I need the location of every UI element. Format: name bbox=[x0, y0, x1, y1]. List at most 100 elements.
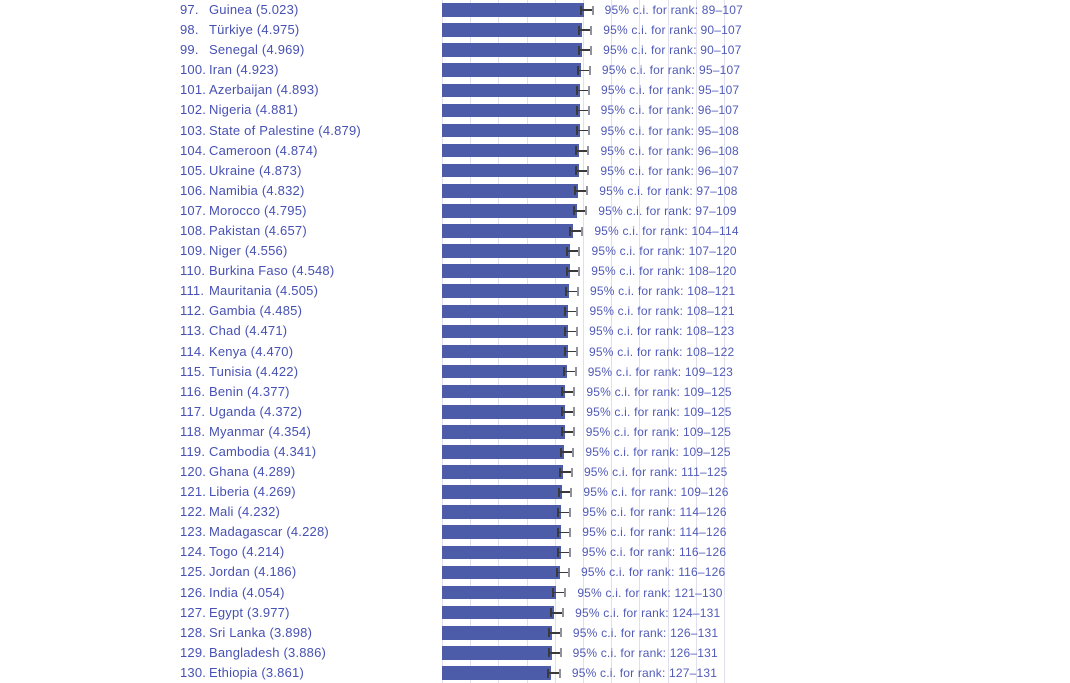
country-label: 111. Mauritania (4.505) bbox=[180, 281, 318, 301]
country-name-and-score: Niger (4.556) bbox=[209, 243, 288, 259]
country-name-and-score: Kenya (4.470) bbox=[209, 343, 294, 359]
chart-row: 129. Bangladesh (3.886) 95% c.i. for rank… bbox=[0, 643, 1070, 663]
ci-whisker bbox=[564, 306, 579, 316]
chart-row: 120. Ghana (4.289) 95% c.i. for rank: 111… bbox=[0, 462, 1070, 482]
chart-row: 127. Egypt (3.977) 95% c.i. for rank: 124… bbox=[0, 603, 1070, 623]
ci-whisker bbox=[558, 487, 573, 497]
ci-whisker bbox=[575, 126, 590, 136]
ci-rank-label: 95% c.i. for rank: 126–131 bbox=[572, 625, 719, 640]
chart-row: 114. Kenya (4.470) 95% c.i. for rank: 108… bbox=[0, 342, 1070, 362]
chart-row: 119. Cambodia (4.341) 95% c.i. for rank: … bbox=[0, 442, 1070, 462]
ci-whisker bbox=[576, 65, 591, 75]
score-bar bbox=[442, 585, 557, 600]
ci-whisker bbox=[557, 507, 572, 517]
ci-whisker bbox=[573, 206, 588, 216]
rank-label: 128. bbox=[180, 624, 207, 640]
ci-whisker bbox=[566, 246, 581, 256]
ci-whisker bbox=[565, 286, 580, 296]
ci-rank-label: 95% c.i. for rank: 109–125 bbox=[586, 384, 732, 399]
country-label: 120. Ghana (4.289) bbox=[180, 462, 295, 482]
chart-row: 126. India (4.054) 95% c.i. for rank: 121… bbox=[0, 583, 1070, 603]
rank-label: 113. bbox=[180, 323, 206, 339]
gridline bbox=[724, 0, 725, 683]
ci-rank-label: 95% c.i. for rank: 104–114 bbox=[594, 223, 739, 238]
country-label: 113. Chad (4.471) bbox=[180, 321, 287, 341]
country-name-and-score: Cameroon (4.874) bbox=[209, 142, 318, 158]
ci-rank-label: 95% c.i. for rank: 108–120 bbox=[591, 264, 737, 279]
rank-label: 116. bbox=[180, 383, 206, 399]
ci-rank-label: 95% c.i. for rank: 95–107 bbox=[601, 63, 741, 78]
ci-rank-label: 95% c.i. for rank: 114–126 bbox=[582, 525, 727, 540]
chart-row: 100. Iran (4.923) 95% c.i. for rank: 95–1… bbox=[0, 60, 1070, 80]
country-name-and-score: Cambodia (4.341) bbox=[209, 443, 317, 459]
ci-rank-label: 95% c.i. for rank: 95–108 bbox=[600, 123, 739, 138]
ci-whisker bbox=[546, 668, 561, 678]
score-bar bbox=[442, 63, 581, 78]
country-name-and-score: Gambia (4.485) bbox=[209, 303, 303, 319]
ci-rank-label: 95% c.i. for rank: 108–122 bbox=[589, 344, 735, 359]
gridline bbox=[442, 0, 443, 683]
chart-row: 115. Tunisia (4.422) 95% c.i. for rank: 1… bbox=[0, 362, 1070, 382]
country-label: 105. Ukraine (4.873) bbox=[180, 161, 302, 181]
ci-rank-label: 95% c.i. for rank: 97–109 bbox=[598, 203, 737, 218]
country-name-and-score: Jordan (4.186) bbox=[209, 564, 297, 580]
chart-row: 111. Mauritania (4.505) 95% c.i. for rank… bbox=[0, 281, 1070, 301]
ci-rank-label: 95% c.i. for rank: 124–131 bbox=[575, 605, 721, 620]
score-bar bbox=[442, 505, 562, 519]
score-bar bbox=[442, 465, 563, 479]
ci-rank-label: 95% c.i. for rank: 126–131 bbox=[572, 645, 718, 660]
chart-row: 112. Gambia (4.485) 95% c.i. for rank: 10… bbox=[0, 301, 1070, 321]
country-label: 123. Madagascar (4.228) bbox=[180, 522, 329, 542]
ci-rank-label: 95% c.i. for rank: 109–125 bbox=[586, 404, 732, 419]
rank-label: 117. bbox=[180, 403, 206, 419]
country-label: 104. Cameroon (4.874) bbox=[180, 141, 318, 161]
country-label: 100. Iran (4.923) bbox=[180, 60, 279, 80]
country-name-and-score: Iran (4.923) bbox=[209, 62, 279, 78]
rank-label: 124. bbox=[180, 544, 207, 560]
country-label: 98. Türkiye (4.975) bbox=[180, 20, 299, 40]
country-name-and-score: Ghana (4.289) bbox=[209, 464, 296, 480]
ci-whisker bbox=[560, 427, 575, 437]
country-label: 121. Liberia (4.269) bbox=[180, 482, 296, 502]
score-bar bbox=[442, 163, 580, 178]
ci-rank-label: 95% c.i. for rank: 107–120 bbox=[591, 244, 737, 259]
country-name-and-score: Azerbaijan (4.893) bbox=[209, 82, 319, 98]
ci-whisker bbox=[561, 387, 576, 397]
score-bar bbox=[442, 485, 563, 499]
rank-label: 119. bbox=[180, 443, 206, 459]
country-name-and-score: Nigeria (4.881) bbox=[209, 102, 298, 118]
ci-rank-label: 95% c.i. for rank: 116–126 bbox=[581, 565, 726, 580]
chart-row: 110. Burkina Faso (4.548) 95% c.i. for ra… bbox=[0, 261, 1070, 281]
ci-whisker bbox=[575, 85, 590, 95]
country-name-and-score: Ukraine (4.873) bbox=[209, 162, 302, 178]
rank-label: 123. bbox=[180, 524, 207, 540]
country-label: 128. Sri Lanka (3.898) bbox=[180, 623, 312, 643]
ci-whisker bbox=[564, 327, 579, 336]
score-bar bbox=[442, 264, 571, 278]
ci-rank-label: 95% c.i. for rank: 89–107 bbox=[604, 3, 744, 17]
country-label: 125. Jordan (4.186) bbox=[180, 562, 296, 582]
country-name-and-score: Namibia (4.832) bbox=[209, 182, 305, 198]
country-label: 99. Senegal (4.969) bbox=[180, 40, 305, 60]
ci-rank-label: 95% c.i. for rank: 109–126 bbox=[583, 485, 729, 500]
country-name-and-score: Liberia (4.269) bbox=[209, 484, 296, 500]
ci-whisker bbox=[578, 25, 593, 35]
score-bar bbox=[442, 83, 580, 98]
country-name-and-score: State of Palestine (4.879) bbox=[209, 122, 361, 138]
country-name-and-score: Ethiopia (3.861) bbox=[209, 664, 304, 680]
ci-whisker bbox=[578, 45, 593, 55]
country-label: 130. Ethiopia (3.861) bbox=[180, 663, 304, 683]
ci-whisker bbox=[547, 648, 562, 658]
rank-label: 102. bbox=[180, 102, 207, 118]
score-bar bbox=[442, 143, 580, 158]
chart-row: 123. Madagascar (4.228) 95% c.i. for rank… bbox=[0, 522, 1070, 542]
country-label: 106. Namibia (4.832) bbox=[180, 181, 305, 201]
ci-whisker bbox=[575, 146, 590, 156]
chart-row: 98. Türkiye (4.975) 95% c.i. for rank: 90… bbox=[0, 20, 1070, 40]
chart-row: 124. Togo (4.214) 95% c.i. for rank: 116–… bbox=[0, 542, 1070, 562]
ci-whisker bbox=[579, 5, 594, 15]
country-name-and-score: Benin (4.377) bbox=[209, 383, 290, 399]
gridline bbox=[498, 0, 500, 683]
ci-rank-label: 95% c.i. for rank: 114–126 bbox=[582, 505, 727, 520]
score-bar bbox=[442, 545, 561, 560]
